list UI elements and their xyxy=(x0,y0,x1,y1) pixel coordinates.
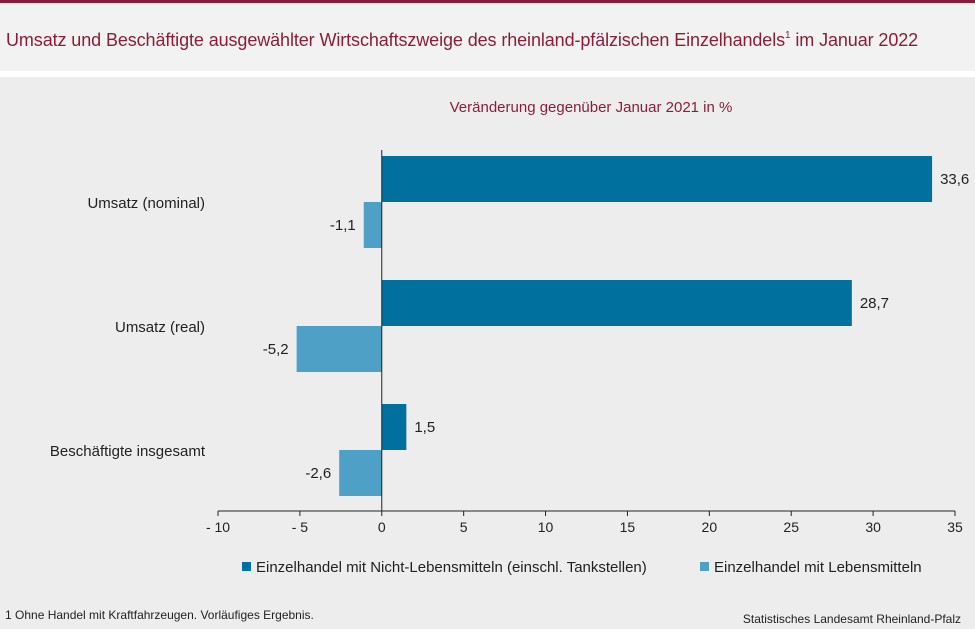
legend-swatch-non-food xyxy=(242,562,251,571)
x-tick-label: 0 xyxy=(378,519,386,535)
x-tick-label: 20 xyxy=(702,519,718,535)
x-tick-label: 25 xyxy=(783,519,799,535)
chart-subtitle: Veränderung gegenüber Januar 2021 in % xyxy=(449,99,733,116)
x-tick-label: 30 xyxy=(865,519,881,535)
chart-title: Umsatz und Beschäftigte ausgewählter Wir… xyxy=(6,30,919,50)
bar-non-food xyxy=(381,280,852,326)
bar-non-food xyxy=(381,404,407,450)
header: Umsatz und Beschäftigte ausgewählter Wir… xyxy=(0,3,975,71)
bar-food xyxy=(339,450,382,496)
bar-non-food xyxy=(381,156,933,202)
x-tick-label: 15 xyxy=(620,519,636,535)
footnote-marker: 1 xyxy=(785,30,791,41)
data-label: 1,5 xyxy=(414,419,435,436)
category-label: Umsatz (real) xyxy=(115,319,205,336)
legend-swatch-food xyxy=(700,562,709,571)
data-label: 33,6 xyxy=(940,171,969,188)
bar-food xyxy=(296,326,382,372)
x-tick-label: 5 xyxy=(460,519,468,535)
category-label: Beschäftigte insgesamt xyxy=(50,443,206,460)
legend-item-non-food: Einzelhandel mit Nicht-Lebensmitteln (ei… xyxy=(242,559,647,576)
x-tick-label: 10 xyxy=(538,519,554,535)
bar-food xyxy=(363,202,382,248)
top-rule xyxy=(0,0,975,3)
header-separator xyxy=(0,71,975,77)
data-label: -1,1 xyxy=(330,217,356,234)
source: Statistisches Landesamt Rheinland-Pfalz xyxy=(742,612,961,626)
data-label: -2,6 xyxy=(305,465,331,482)
data-label: 28,7 xyxy=(860,295,889,312)
x-tick-label: - 5 xyxy=(292,519,309,535)
footnote: 1 Ohne Handel mit Kraftfahrzeugen. Vorlä… xyxy=(5,608,314,622)
x-tick-label: - 10 xyxy=(206,519,230,535)
legend-item-food: Einzelhandel mit Lebensmitteln xyxy=(700,559,922,576)
category-label: Umsatz (nominal) xyxy=(87,195,205,212)
data-label: -5,2 xyxy=(263,341,289,358)
x-tick-label: 35 xyxy=(947,519,963,535)
